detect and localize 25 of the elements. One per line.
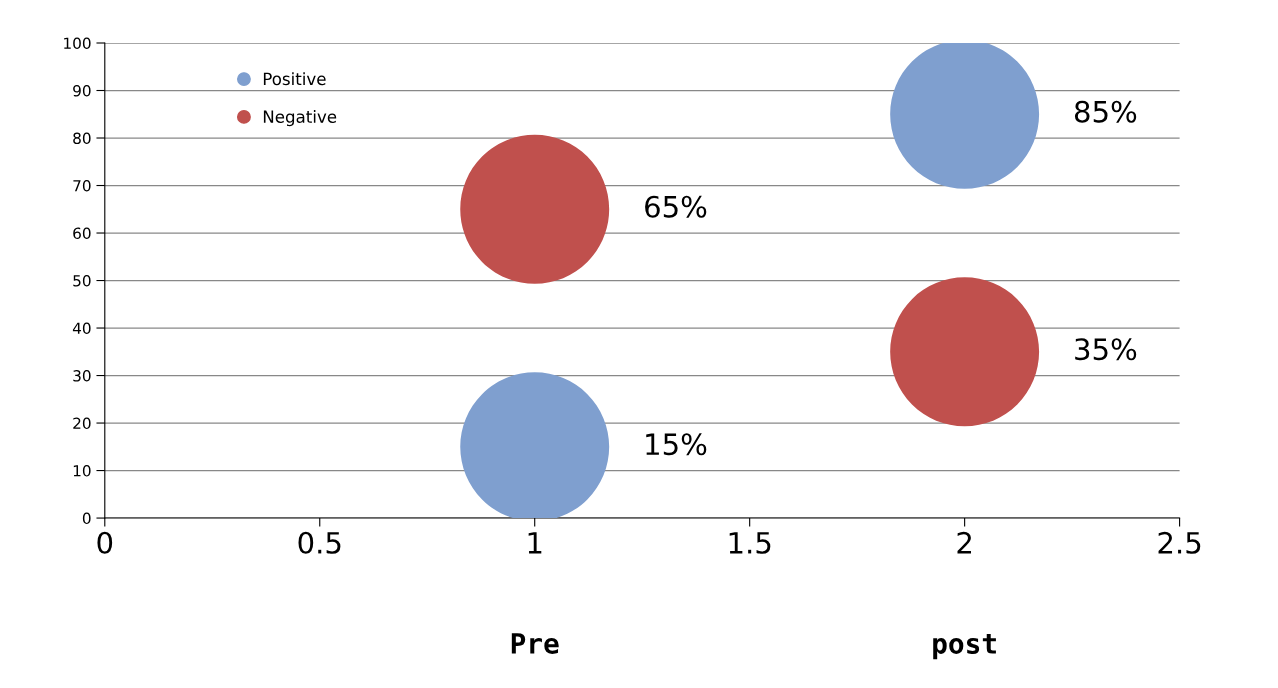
y-tick-label: 30 [73,370,91,382]
y-tick-label: 90 [73,84,91,97]
y-tick-label: 10 [73,465,91,477]
data-label: 65% [645,195,707,218]
y-tick-label: 70 [73,179,91,192]
text: post [933,634,996,660]
legend-label: Positive [263,72,326,86]
y-tick-label: 80 [73,132,91,145]
text: Pre [511,633,559,654]
y-tick-label: 40 [72,322,91,335]
x-tick-label: 0 [97,531,113,554]
y-tick-label: 0 [82,512,91,525]
x-tick-label: 1 [528,532,542,554]
legend-label: Negative [263,110,337,127]
x-tick-label: 0.5 [298,531,341,554]
x-tick-label: 1.5 [729,532,771,554]
data-label: 85% [1074,100,1137,123]
y-tick-label: 50 [73,275,91,287]
x-tick-label: 2.5 [1158,531,1201,554]
data-label: 15% [646,433,707,456]
x-tick-label: 2 [957,531,971,554]
y-tick-label: 60 [73,227,91,240]
data-label: 35% [1075,338,1137,361]
y-tick-label: 100 [64,37,91,50]
y-tick-label: 20 [73,417,91,430]
